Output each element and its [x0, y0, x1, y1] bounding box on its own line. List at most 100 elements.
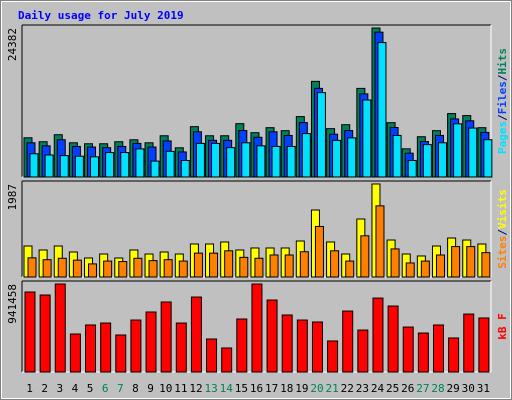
bar	[241, 142, 251, 178]
x-tick-label: 26	[401, 382, 414, 395]
chart-title: Daily usage for July 2019	[18, 9, 184, 22]
bar	[432, 324, 444, 373]
bar	[175, 322, 187, 373]
bar	[226, 147, 236, 178]
bar	[420, 260, 430, 278]
bar	[27, 257, 37, 278]
bar	[42, 259, 52, 278]
legend: kB F	[496, 313, 509, 340]
bar	[57, 257, 67, 278]
bar	[360, 235, 370, 278]
legend-entry: Hits	[496, 48, 509, 75]
bar	[209, 252, 219, 278]
bar	[296, 319, 308, 373]
bar	[239, 256, 249, 278]
bar	[435, 254, 445, 278]
x-tick-label: 5	[87, 382, 94, 395]
legend-entry: Visits	[496, 189, 509, 229]
bar	[105, 152, 115, 178]
bar	[347, 137, 357, 178]
bar	[29, 153, 39, 178]
bar	[118, 261, 128, 278]
bar	[135, 148, 145, 178]
legend-separator: /	[496, 114, 509, 121]
bar	[468, 127, 478, 178]
bar	[387, 305, 399, 373]
bar	[345, 260, 355, 278]
bar	[165, 150, 175, 178]
legend-separator: /	[496, 229, 509, 236]
bar	[266, 299, 278, 373]
bar	[90, 156, 100, 178]
bar	[481, 252, 491, 278]
bar	[301, 133, 311, 178]
bar	[178, 260, 188, 278]
bar	[372, 297, 384, 373]
x-tick-label: 18	[280, 382, 293, 395]
x-tick-label: 7	[117, 382, 124, 395]
x-tick-label: 1	[26, 382, 33, 395]
x-tick-label: 25	[386, 382, 399, 395]
bar	[342, 310, 354, 373]
bar	[133, 257, 143, 278]
bar	[150, 160, 160, 178]
bar	[256, 145, 266, 178]
bar	[463, 313, 475, 373]
bar	[377, 42, 387, 178]
x-tick-label: 12	[189, 382, 202, 395]
x-tick-label: 14	[220, 382, 234, 395]
x-tick-label: 4	[72, 382, 79, 395]
bar	[390, 248, 400, 278]
bar	[451, 246, 461, 278]
legend-entry: Files	[496, 81, 509, 114]
bar	[284, 254, 294, 278]
bar	[362, 99, 372, 178]
bar	[422, 144, 432, 178]
bar	[299, 251, 309, 278]
x-tick-label: 8	[132, 382, 139, 395]
x-tick-label: 13	[204, 382, 217, 395]
x-tick-label: 10	[159, 382, 172, 395]
bar	[392, 134, 402, 178]
legend: Sites/Visits	[496, 189, 509, 269]
bar	[24, 291, 36, 373]
bar	[402, 326, 414, 373]
bar	[221, 347, 233, 373]
x-tick-label: 22	[341, 382, 354, 395]
bar	[130, 319, 142, 373]
bar	[417, 332, 429, 373]
bar	[453, 123, 463, 178]
bar	[236, 318, 248, 373]
bar	[195, 142, 205, 178]
bar	[269, 254, 279, 278]
x-tick-label: 27	[416, 382, 429, 395]
legend-entry: Pages	[496, 121, 509, 154]
bar	[224, 250, 234, 278]
bar	[327, 340, 339, 373]
x-tick-label: 17	[265, 382, 278, 395]
x-tick-label: 24	[371, 382, 385, 395]
bar	[314, 225, 324, 278]
x-tick-label: 6	[102, 382, 109, 395]
bar	[478, 317, 490, 373]
x-tick-label: 19	[295, 382, 308, 395]
legend-entry: Sites	[496, 236, 509, 269]
x-tick-label: 15	[235, 382, 248, 395]
bar	[39, 294, 51, 373]
bar	[254, 257, 264, 278]
bar	[375, 205, 385, 278]
bar	[193, 252, 203, 278]
x-tick-label: 29	[447, 382, 460, 395]
legend-entry: kB F	[496, 313, 509, 340]
bar	[407, 160, 417, 178]
x-tick-label: 28	[431, 382, 444, 395]
bar	[72, 259, 82, 278]
x-tick-label: 30	[462, 382, 475, 395]
y-tick-label: 24382	[6, 28, 19, 61]
x-tick-label: 16	[250, 382, 263, 395]
bar	[115, 334, 127, 373]
bar	[120, 152, 130, 178]
bar	[211, 142, 221, 178]
